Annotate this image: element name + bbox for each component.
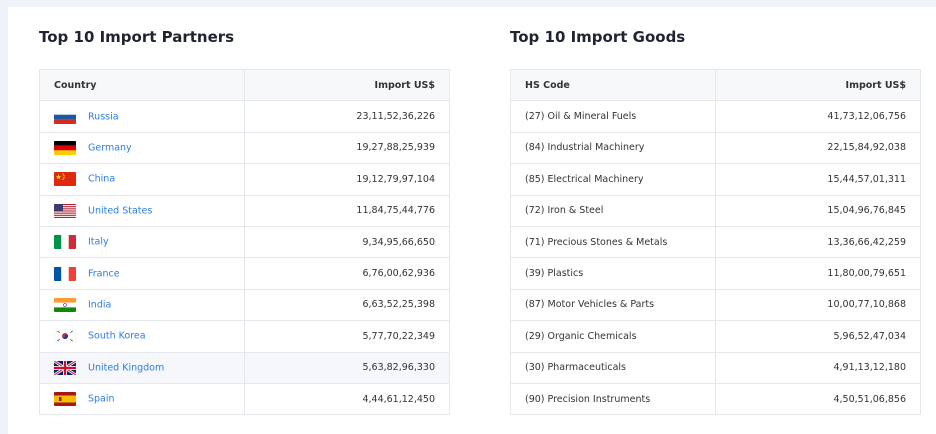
country-link[interactable]: France xyxy=(88,268,120,280)
hs-code-cell: (39) Plastics xyxy=(510,257,716,290)
goods-row: (30) Pharmaceuticals 4,91,13,12,180 xyxy=(510,351,921,384)
country-cell: Italy xyxy=(39,225,245,259)
india-flag-icon xyxy=(54,297,76,312)
country-link[interactable]: India xyxy=(88,299,112,311)
partners-header-row: Country Import US$ xyxy=(39,68,450,102)
import-value-cell: 19,12,79,97,104 xyxy=(244,163,450,196)
partner-row: Germany 19,27,88,25,939 xyxy=(39,131,450,165)
hs-code-cell: (27) Oil & Mineral Fuels xyxy=(510,100,716,133)
south-korea-flag-icon xyxy=(54,329,76,344)
partners-table: Country Import US$ Russia 23,11,52,36,226… xyxy=(39,68,450,416)
goods-row: (29) Organic Chemicals 5,96,52,47,034 xyxy=(510,320,921,353)
import-column-header: Import US$ xyxy=(244,68,450,102)
partners-title: Top 10 Import Partners xyxy=(39,28,235,46)
hs-code-cell: (87) Motor Vehicles & Parts xyxy=(510,288,716,322)
country-link[interactable]: United Kingdom xyxy=(88,362,165,374)
import-value-cell: 4,44,61,12,450 xyxy=(244,382,450,416)
country-cell: United States xyxy=(39,194,245,227)
country-cell: South Korea xyxy=(39,320,245,353)
hs-code-cell: (29) Organic Chemicals xyxy=(510,320,716,353)
import-value-cell: 41,73,12,06,756 xyxy=(715,100,921,133)
country-cell: India xyxy=(39,288,245,322)
hs-code-cell: (30) Pharmaceuticals xyxy=(510,351,716,384)
hs-code-cell: (84) Industrial Machinery xyxy=(510,131,716,165)
uk-flag-icon xyxy=(54,360,76,375)
import-value-cell: 5,63,82,96,330 xyxy=(244,351,450,384)
hs-code-cell: (90) Precision Instruments xyxy=(510,382,716,416)
import-value-cell: 6,76,00,62,936 xyxy=(244,257,450,290)
goods-table: HS Code Import US$ (27) Oil & Mineral Fu… xyxy=(510,68,921,416)
import-value-cell: 11,80,00,79,651 xyxy=(715,257,921,290)
hs-code-cell: (72) Iron & Steel xyxy=(510,194,716,227)
country-link[interactable]: South Korea xyxy=(88,330,146,342)
country-cell: Russia xyxy=(39,100,245,133)
goods-row: (71) Precious Stones & Metals 13,36,66,42… xyxy=(510,225,921,259)
italy-flag-icon xyxy=(54,235,76,250)
usa-flag-icon xyxy=(54,203,76,218)
country-link[interactable]: United States xyxy=(88,205,153,217)
china-flag-icon xyxy=(54,172,76,187)
import-value-cell: 15,04,96,76,845 xyxy=(715,194,921,227)
partner-row: India 6,63,52,25,398 xyxy=(39,288,450,322)
country-link[interactable]: Germany xyxy=(88,142,132,154)
country-cell: Spain xyxy=(39,382,245,416)
france-flag-icon xyxy=(54,266,76,281)
partner-row: Italy 9,34,95,66,650 xyxy=(39,225,450,259)
country-link[interactable]: Spain xyxy=(88,393,115,405)
import-value-cell: 23,11,52,36,226 xyxy=(244,100,450,133)
goods-row: (27) Oil & Mineral Fuels 41,73,12,06,756 xyxy=(510,100,921,133)
import-value-cell: 5,96,52,47,034 xyxy=(715,320,921,353)
partner-row: Russia 23,11,52,36,226 xyxy=(39,100,450,133)
goods-header-row: HS Code Import US$ xyxy=(510,68,921,102)
country-link[interactable]: China xyxy=(88,173,116,185)
germany-flag-icon xyxy=(54,140,76,155)
goods-row: (39) Plastics 11,80,00,79,651 xyxy=(510,257,921,290)
hs-code-cell: (85) Electrical Machinery xyxy=(510,163,716,196)
hs-code-cell: (71) Precious Stones & Metals xyxy=(510,225,716,259)
import-value-cell: 11,84,75,44,776 xyxy=(244,194,450,227)
import-value-cell: 15,44,57,01,311 xyxy=(715,163,921,196)
country-cell: France xyxy=(39,257,245,290)
import-value-cell: 22,15,84,92,038 xyxy=(715,131,921,165)
import-value-cell: 19,27,88,25,939 xyxy=(244,131,450,165)
hs-code-column-header: HS Code xyxy=(510,68,716,102)
import-value-cell: 4,50,51,06,856 xyxy=(715,382,921,416)
goods-row: (84) Industrial Machinery 22,15,84,92,038 xyxy=(510,131,921,165)
spain-flag-icon xyxy=(54,392,76,407)
partner-row: United States 11,84,75,44,776 xyxy=(39,194,450,227)
country-cell: United Kingdom xyxy=(39,351,245,384)
page: Top 10 Import Partners Country Import US… xyxy=(8,7,936,434)
import-value-cell: 9,34,95,66,650 xyxy=(244,225,450,259)
import-value-cell: 10,00,77,10,868 xyxy=(715,288,921,322)
goods-row: (90) Precision Instruments 4,50,51,06,856 xyxy=(510,382,921,416)
goods-title: Top 10 Import Goods xyxy=(510,28,686,46)
partner-row: United Kingdom 5,63,82,96,330 xyxy=(39,351,450,384)
partner-row: Spain 4,44,61,12,450 xyxy=(39,382,450,416)
russia-flag-icon xyxy=(54,109,76,124)
partner-row: South Korea 5,77,70,22,349 xyxy=(39,320,450,353)
country-cell: China xyxy=(39,163,245,196)
partner-row: France 6,76,00,62,936 xyxy=(39,257,450,290)
country-link[interactable]: Russia xyxy=(88,111,119,123)
goods-row: (85) Electrical Machinery 15,44,57,01,311 xyxy=(510,163,921,196)
goods-row: (72) Iron & Steel 15,04,96,76,845 xyxy=(510,194,921,227)
partner-row: China 19,12,79,97,104 xyxy=(39,163,450,196)
import-value-cell: 4,91,13,12,180 xyxy=(715,351,921,384)
goods-row: (87) Motor Vehicles & Parts 10,00,77,10,8… xyxy=(510,288,921,322)
import-value-cell: 13,36,66,42,259 xyxy=(715,225,921,259)
import-value-cell: 5,77,70,22,349 xyxy=(244,320,450,353)
country-column-header: Country xyxy=(39,68,245,102)
import-column-header: Import US$ xyxy=(715,68,921,102)
country-link[interactable]: Italy xyxy=(88,236,109,248)
country-cell: Germany xyxy=(39,131,245,165)
import-value-cell: 6,63,52,25,398 xyxy=(244,288,450,322)
